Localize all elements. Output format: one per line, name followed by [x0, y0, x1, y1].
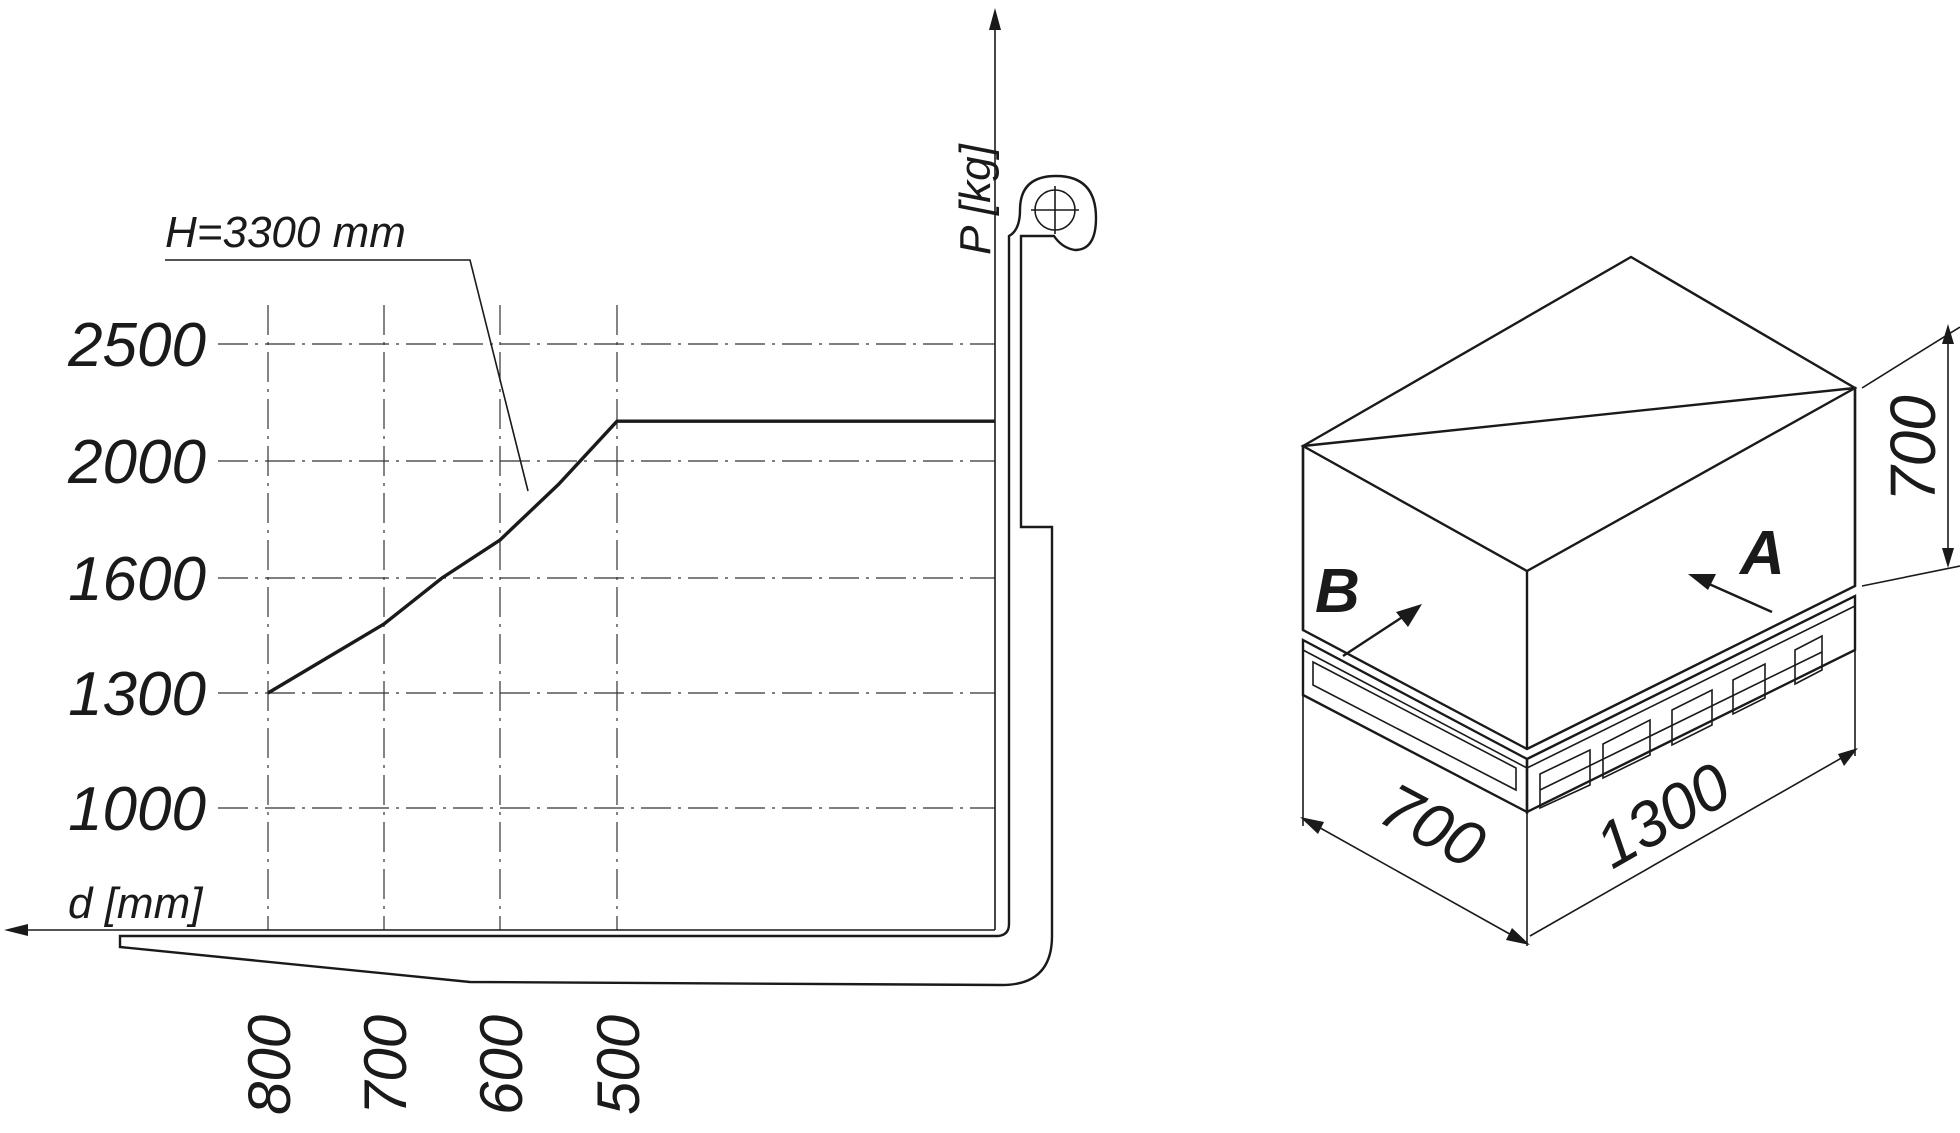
side-b-arrow-icon [1396, 604, 1422, 627]
curve-label-leader [165, 259, 529, 492]
length-dimension-label: 1300 [1583, 748, 1743, 882]
side-a-label: A [1738, 519, 1785, 588]
y-tick-label-2000: 2000 [67, 428, 206, 497]
y-tick-label-1000: 1000 [68, 775, 206, 844]
side-b-label: B [1315, 557, 1360, 626]
x-tick-label-600: 600 [468, 1015, 535, 1115]
y-tick-label-2500: 2500 [67, 311, 206, 380]
y-tick-label-1600: 1600 [68, 545, 206, 614]
x-axis-label: d [mm] [68, 879, 204, 928]
x-tick-label-800: 800 [236, 1015, 303, 1115]
fork-tine-drawing [118, 174, 1098, 987]
y-tick-label-1300: 1300 [68, 660, 206, 729]
y-axis-label: P [kg] [951, 142, 1000, 255]
y-axis-arrow-icon [989, 8, 1001, 30]
chart-grid [218, 305, 995, 930]
x-tick-labels: 800 700 600 500 [236, 1015, 652, 1115]
capacity-curve [267, 419, 995, 695]
x-axis-arrow-icon [4, 924, 28, 936]
curve-label: H=3300 mm [165, 208, 406, 257]
y-tick-labels: 2500 2000 1600 1300 1000 [67, 311, 206, 844]
height-dimension-label: 700 [1877, 395, 1949, 502]
x-tick-label-500: 500 [585, 1015, 652, 1115]
pallet-diagram: B A 700 700 1300 [1300, 255, 1960, 946]
side-a-arrow-icon [1688, 574, 1716, 590]
x-tick-label-700: 700 [352, 1015, 419, 1115]
